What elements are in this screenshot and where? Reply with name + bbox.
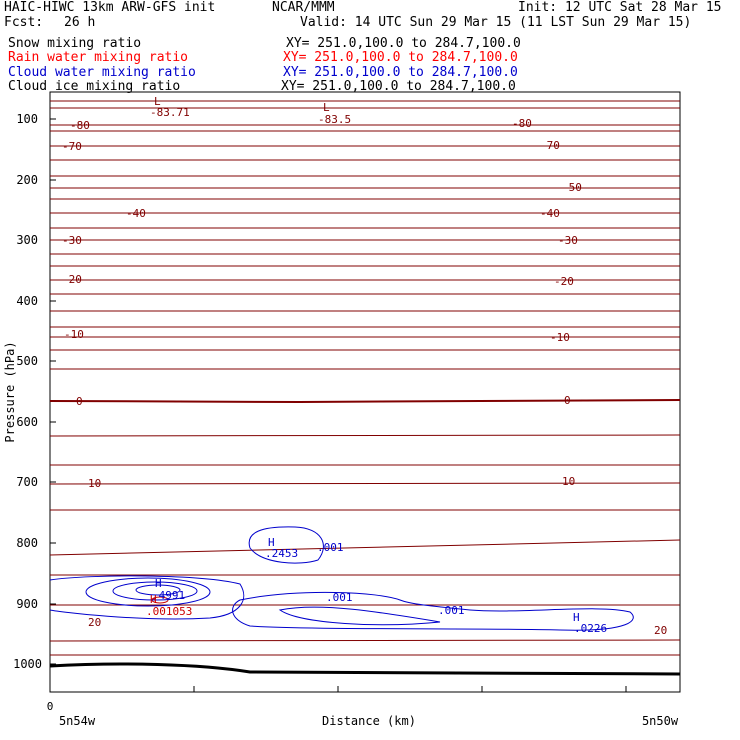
x-tick-zero: 0 (47, 700, 54, 713)
temperature-label: 10 (562, 475, 575, 488)
temperature-label: -20 (554, 275, 574, 288)
init-time: Init: 12 UTC Sat 28 Mar 15 (518, 0, 722, 15)
y-tick-label: 200 (16, 173, 38, 187)
temperature-label: -30 (558, 234, 578, 247)
field-snow-xy: XY= 251.0,100.0 to 284.7,100.0 (286, 36, 521, 51)
temperature-label: 0 (564, 394, 571, 407)
y-tick-label: 1000 (13, 657, 42, 671)
fcst-value: 26 h (64, 15, 96, 30)
temperature-label: -10 (550, 331, 570, 344)
temperature-label: -40 (126, 207, 146, 220)
low-value: -83.5 (318, 113, 351, 126)
temperature-label: -20 (62, 273, 82, 286)
y-tick-label: 400 (16, 294, 38, 308)
temperature-label: -10 (64, 328, 84, 341)
low-value: -83.71 (150, 106, 190, 119)
cloud-high-marker: H (268, 536, 275, 549)
valid-time: Valid: 14 UTC Sun 29 Mar 15 (11 LST Sun … (300, 15, 692, 30)
y-tick-label: 700 (16, 475, 38, 489)
rain-high-marker: H (150, 593, 157, 606)
fcst-label: Fcst: (4, 15, 44, 30)
cloud-water-contours (49, 526, 634, 631)
cloud-value: .2453 (265, 547, 298, 560)
cloud-value: .001 (326, 591, 353, 604)
model-title: HAIC-HIWC 13km ARW-GFS init (4, 0, 216, 15)
temperature-label: 10 (88, 477, 101, 490)
temperature-contours (49, 100, 681, 656)
temperature-label: -30 (62, 234, 82, 247)
terrain-line (49, 662, 681, 676)
temperature-label: -80 (512, 117, 532, 130)
y-tick-label: 100 (16, 112, 38, 126)
temperature-label: 20 (654, 624, 667, 637)
low-marker: L (323, 101, 330, 114)
low-marker: L (154, 95, 161, 108)
y-axis-label: Pressure (hPa) (3, 341, 17, 442)
org-label: NCAR/MMM (272, 0, 335, 15)
y-axis-ticks (50, 118, 56, 665)
field-cloudwater-name: Cloud water mixing ratio (8, 65, 196, 80)
x-axis-ticks (193, 686, 627, 692)
temperature-label: 0 (76, 395, 83, 408)
y-tick-label: 500 (16, 354, 38, 368)
temperature-label: 20 (88, 616, 101, 629)
temperature-label: -70 (540, 139, 560, 152)
x-axis-label: Distance (km) (322, 714, 416, 728)
field-snow-name: Snow mixing ratio (8, 36, 142, 51)
cloud-high-marker: H (573, 611, 580, 624)
y-tick-label: 300 (16, 233, 38, 247)
y-tick-label: 900 (16, 597, 38, 611)
plot-frame (49, 91, 681, 693)
temperature-label: -80 (70, 119, 90, 132)
cloud-value: .4991 (152, 589, 185, 602)
cloud-high-marker: H (155, 577, 162, 590)
cloud-value: .001 (438, 604, 465, 617)
y-tick-label: 600 (16, 415, 38, 429)
temperature-label: -50 (562, 181, 582, 194)
field-cloudice-xy: XY= 251.0,100.0 to 284.7,100.0 (281, 79, 516, 94)
cloud-value: .0226 (574, 622, 607, 635)
rain-value: .001053 (146, 605, 192, 618)
temperature-label: -70 (62, 140, 82, 153)
field-rain-xy: XY= 251.0,100.0 to 284.7,100.0 (283, 50, 518, 65)
field-rain-name: Rain water mixing ratio (8, 50, 189, 65)
field-cloudice-name: Cloud ice mixing ratio (8, 79, 181, 94)
cloud-value: .001 (317, 541, 344, 554)
x-left-label: 5n54w (59, 714, 96, 728)
y-tick-label: 800 (16, 536, 38, 550)
temperature-label: -40 (540, 207, 560, 220)
field-cloudwater-xy: XY= 251.0,100.0 to 284.7,100.0 (283, 65, 518, 80)
x-right-label: 5n50w (642, 714, 679, 728)
